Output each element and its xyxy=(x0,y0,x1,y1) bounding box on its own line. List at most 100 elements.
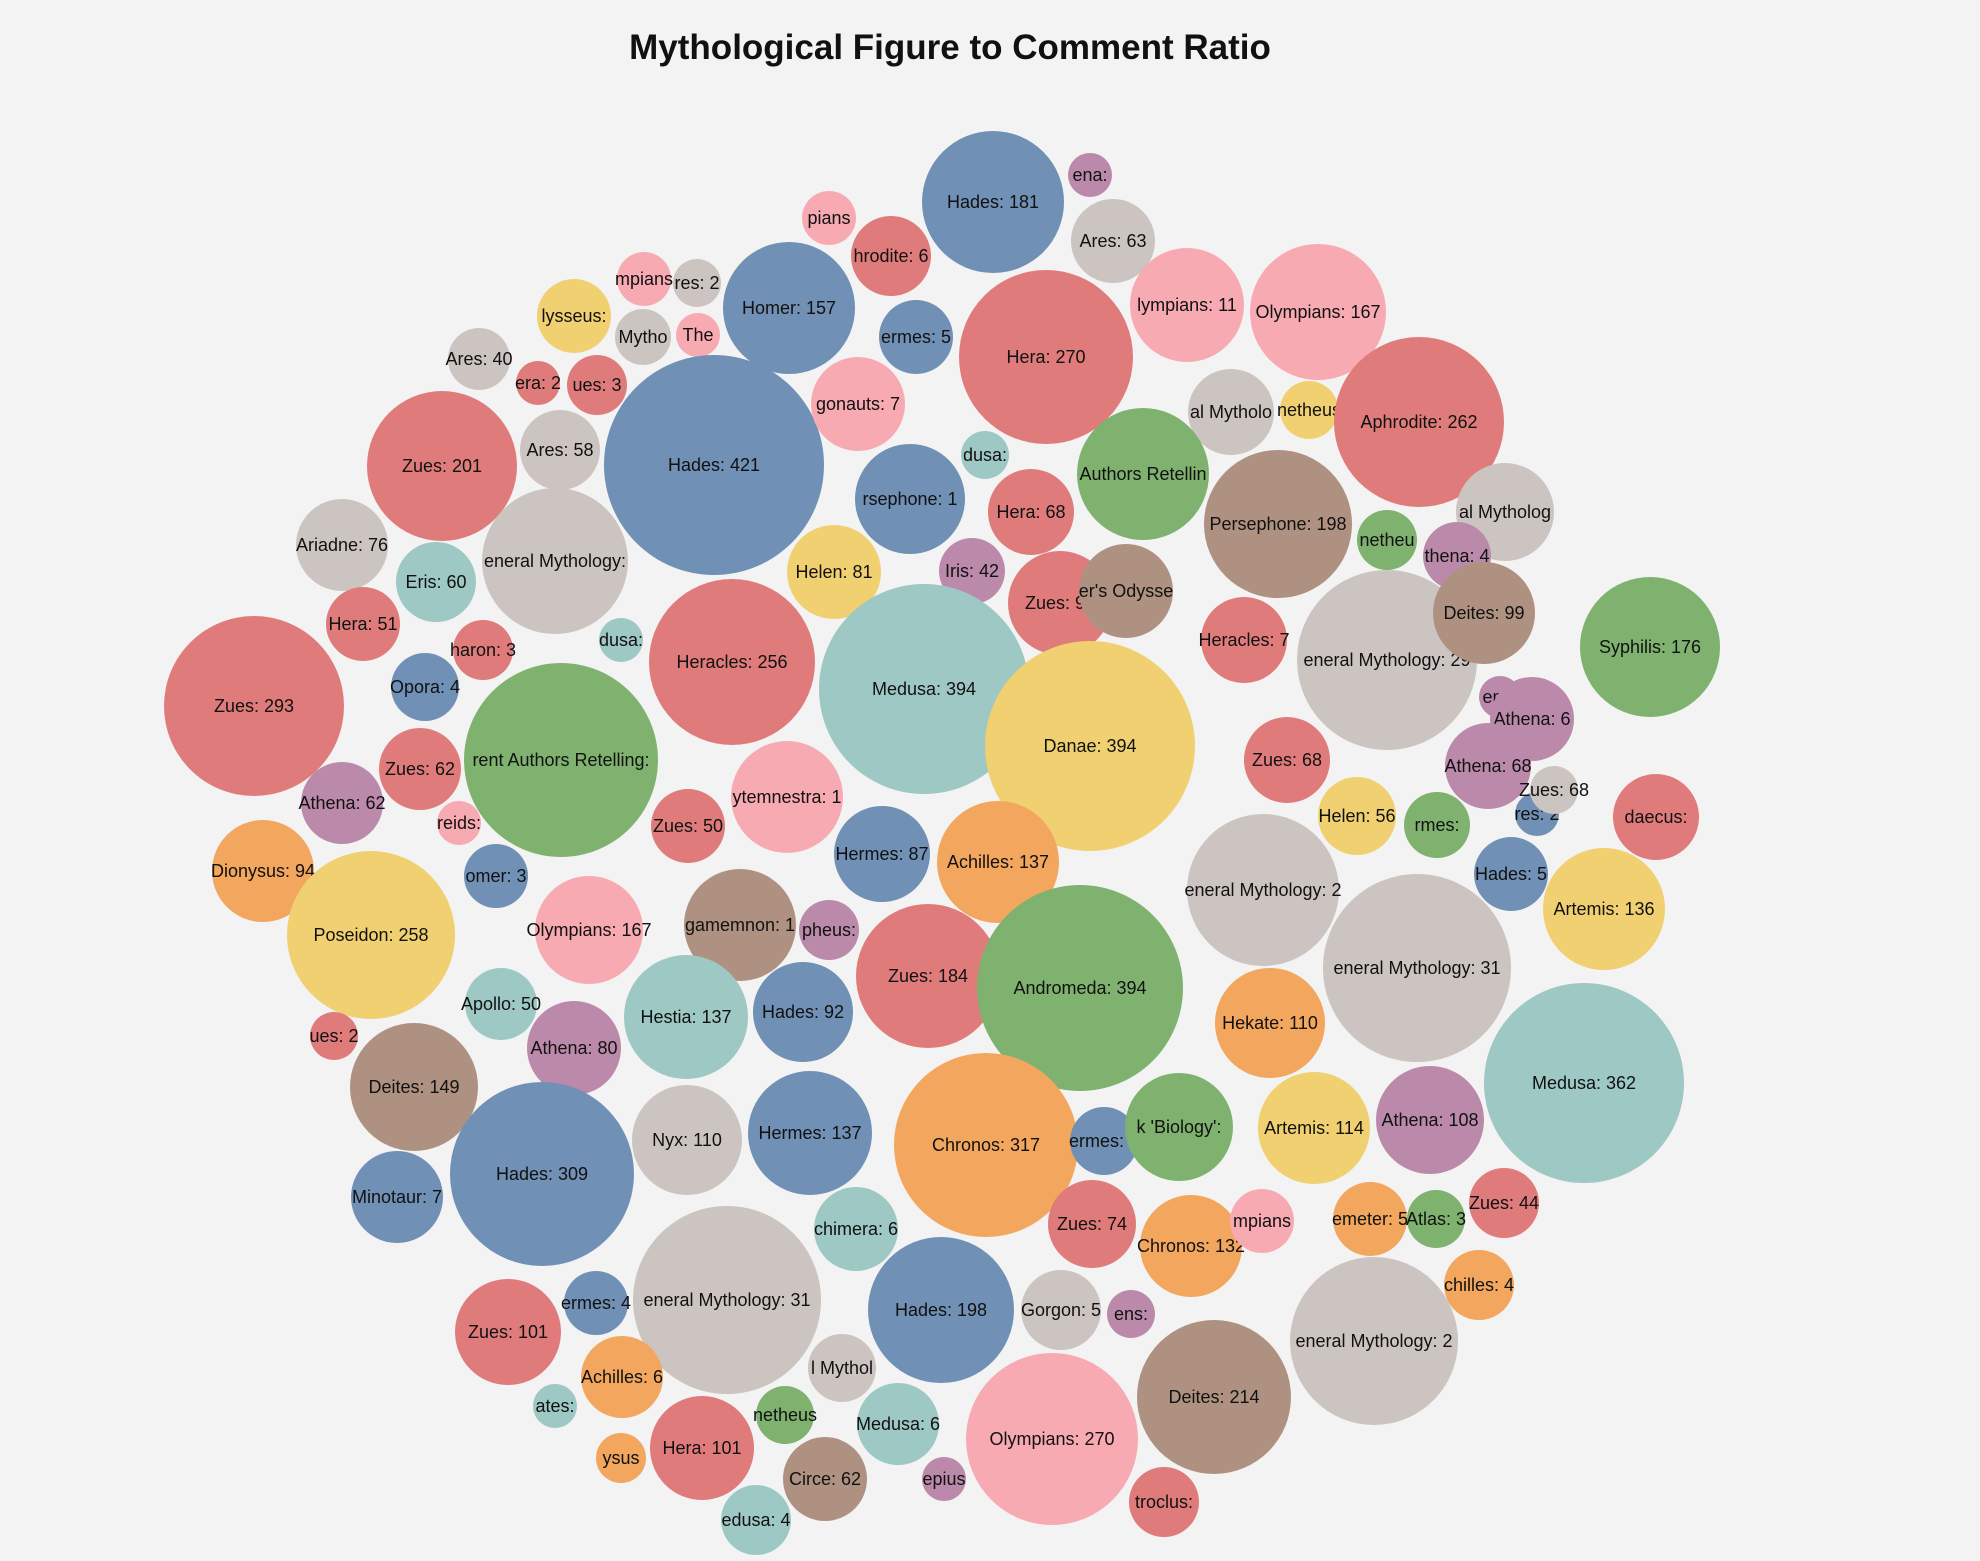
bubble-circle[interactable] xyxy=(1333,1182,1407,1256)
bubble[interactable]: Homer: 157 xyxy=(723,242,855,374)
bubble-circle[interactable] xyxy=(1071,199,1155,283)
bubble-circle[interactable] xyxy=(391,653,459,721)
bubble-circle[interactable] xyxy=(721,1485,791,1555)
bubble[interactable]: Hestia: 137 xyxy=(624,955,748,1079)
bubble-circle[interactable] xyxy=(617,252,671,306)
bubble-circle[interactable] xyxy=(301,762,383,844)
bubble[interactable]: Hermes: 87 xyxy=(834,806,930,902)
bubble-circle[interactable] xyxy=(1250,244,1386,380)
bubble-circle[interactable] xyxy=(465,968,537,1040)
bubble[interactable]: eneral Mythology: 2 xyxy=(1290,1257,1458,1425)
bubble-circle[interactable] xyxy=(533,1384,577,1428)
bubble-circle[interactable] xyxy=(1048,1180,1136,1268)
bubble[interactable]: netheu xyxy=(1357,510,1417,570)
bubble-circle[interactable] xyxy=(856,904,1000,1048)
bubble-circle[interactable] xyxy=(756,1386,814,1444)
bubble-circle[interactable] xyxy=(633,1206,821,1394)
bubble[interactable]: Medusa: 362 xyxy=(1484,983,1684,1183)
bubble[interactable]: daecus: xyxy=(1613,774,1699,860)
bubble-circle[interactable] xyxy=(802,191,856,245)
bubble[interactable]: Hera: 270 xyxy=(959,270,1133,444)
bubble[interactable]: k 'Biology': xyxy=(1125,1073,1233,1181)
bubble-circle[interactable] xyxy=(1280,381,1338,439)
bubble-circle[interactable] xyxy=(367,391,517,541)
bubble-circle[interactable] xyxy=(1204,450,1352,598)
bubble-circle[interactable] xyxy=(1297,570,1477,750)
bubble-circle[interactable] xyxy=(684,869,796,981)
bubble[interactable]: Chronos: 132 xyxy=(1137,1195,1245,1297)
bubble-circle[interactable] xyxy=(857,1383,939,1465)
bubble-circle[interactable] xyxy=(453,620,513,680)
bubble[interactable]: ens: xyxy=(1107,1290,1155,1338)
bubble-circle[interactable] xyxy=(296,499,388,591)
bubble-circle[interactable] xyxy=(855,444,965,554)
bubble-circle[interactable] xyxy=(1407,1190,1465,1248)
bubble-circle[interactable] xyxy=(537,279,611,353)
bubble-circle[interactable] xyxy=(651,789,725,863)
bubble-circle[interactable] xyxy=(379,728,461,810)
bubble-circle[interactable] xyxy=(753,962,853,1062)
bubble[interactable]: Hades: 92 xyxy=(753,962,853,1062)
bubble[interactable]: dusa: xyxy=(599,618,643,662)
bubble-circle[interactable] xyxy=(1187,814,1339,966)
bubble[interactable]: er's Odysse xyxy=(1079,544,1173,638)
bubble-circle[interactable] xyxy=(939,538,1005,604)
bubble[interactable]: Athena: 80 xyxy=(527,1001,621,1095)
bubble[interactable]: ues: 3 xyxy=(567,355,627,415)
bubble[interactable]: ytemnestra: 1 xyxy=(731,741,843,853)
bubble[interactable]: Achilles: 6 xyxy=(581,1336,663,1418)
bubble[interactable]: netheus xyxy=(753,1386,817,1444)
bubble-circle[interactable] xyxy=(310,1012,358,1060)
bubble-circle[interactable] xyxy=(599,618,643,662)
bubble[interactable]: Minotaur: 7 xyxy=(351,1151,443,1243)
bubble[interactable]: Mytho xyxy=(615,309,671,365)
bubble[interactable]: Hades: 421 xyxy=(604,355,824,575)
bubble-circle[interactable] xyxy=(527,1001,621,1095)
bubble-circle[interactable] xyxy=(808,1334,876,1402)
bubble-circle[interactable] xyxy=(1215,968,1325,1078)
bubble[interactable]: Nyx: 110 xyxy=(632,1085,742,1195)
bubble-circle[interactable] xyxy=(464,663,658,857)
bubble-circle[interactable] xyxy=(1318,777,1396,855)
bubble-circle[interactable] xyxy=(450,1082,634,1266)
bubble[interactable]: Zues: 101 xyxy=(455,1279,561,1385)
bubble-circle[interactable] xyxy=(1290,1257,1458,1425)
bubble-circle[interactable] xyxy=(676,313,720,357)
bubble[interactable]: pians xyxy=(802,191,856,245)
bubble[interactable]: chilles: 4 xyxy=(1444,1250,1514,1320)
bubble-circle[interactable] xyxy=(212,820,314,922)
bubble[interactable]: lympians: 11 xyxy=(1130,248,1244,362)
bubble[interactable]: Artemis: 136 xyxy=(1543,848,1665,970)
bubble[interactable]: Hera: 101 xyxy=(650,1396,754,1500)
bubble-circle[interactable] xyxy=(632,1085,742,1195)
bubble-circle[interactable] xyxy=(937,801,1059,923)
bubble[interactable]: emeter: 5 xyxy=(1332,1182,1408,1256)
bubble-circle[interactable] xyxy=(1137,1320,1291,1474)
bubble-circle[interactable] xyxy=(1244,717,1330,803)
bubble[interactable]: lysseus: xyxy=(537,279,611,353)
bubble-circle[interactable] xyxy=(287,851,455,1019)
bubble[interactable]: Ares: 58 xyxy=(520,410,600,490)
bubble[interactable]: edusa: 4 xyxy=(721,1485,791,1555)
bubble[interactable]: mpians xyxy=(1230,1189,1294,1253)
bubble-circle[interactable] xyxy=(396,542,476,622)
bubble-circle[interactable] xyxy=(455,1279,561,1385)
bubble[interactable]: l Mythol xyxy=(808,1334,876,1402)
bubble[interactable]: Heracles: 7 xyxy=(1198,597,1290,683)
bubble-circle[interactable] xyxy=(164,616,344,796)
bubble-circle[interactable] xyxy=(448,328,510,390)
bubble-circle[interactable] xyxy=(1125,1073,1233,1181)
bubble[interactable]: Athena: 108 xyxy=(1376,1066,1484,1174)
bubble-circle[interactable] xyxy=(1404,792,1470,858)
bubble[interactable]: Hera: 51 xyxy=(326,587,400,661)
bubble[interactable]: ues: 2 xyxy=(309,1012,359,1060)
bubble-circle[interactable] xyxy=(1129,1467,1199,1537)
bubble[interactable]: era: 2 xyxy=(515,361,561,405)
bubble-circle[interactable] xyxy=(787,525,881,619)
bubble-circle[interactable] xyxy=(723,242,855,374)
bubble-circle[interactable] xyxy=(1021,1270,1101,1350)
bubble[interactable]: Syphilis: 176 xyxy=(1580,577,1720,717)
bubble[interactable]: netheus xyxy=(1277,381,1341,439)
bubble-circle[interactable] xyxy=(1188,369,1274,455)
bubble-circle[interactable] xyxy=(985,641,1195,851)
